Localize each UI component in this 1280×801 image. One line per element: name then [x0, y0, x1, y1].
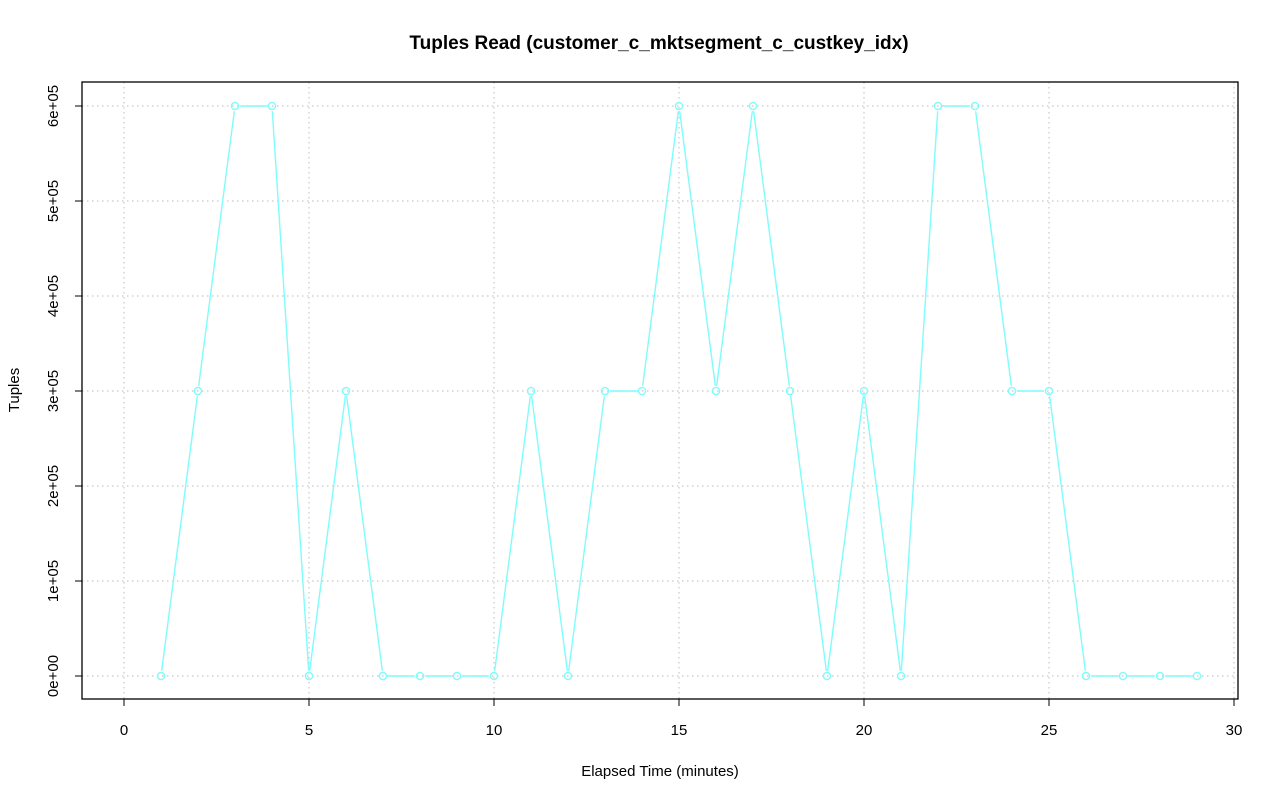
data-point [193, 386, 203, 396]
data-point [341, 386, 351, 396]
y-tick-label: 4e+05 [45, 275, 62, 317]
series-line-segment [678, 111, 717, 386]
data-point [489, 671, 499, 681]
data-point [785, 386, 795, 396]
x-axis: 0 5 10 15 20 25 30 [120, 698, 1243, 739]
data-point [1007, 386, 1017, 396]
data-point [452, 671, 462, 681]
series-line-segment [530, 396, 569, 671]
series-line-segment [752, 111, 791, 386]
data-point [600, 386, 610, 396]
series-line-segment [197, 111, 236, 386]
data-point [156, 671, 166, 681]
y-tick-label: 6e+05 [45, 85, 62, 127]
series-line-segment [1048, 396, 1087, 671]
data-point [933, 101, 943, 111]
x-tick-label: 20 [856, 722, 873, 739]
data-point [674, 101, 684, 111]
x-tick-label: 5 [305, 722, 313, 739]
data-point [563, 671, 573, 681]
x-tick-label: 25 [1041, 722, 1058, 739]
series-line-segment [863, 396, 902, 671]
data-point [970, 101, 980, 111]
data-point [526, 386, 536, 396]
data-point [748, 101, 758, 111]
x-axis-label: Elapsed Time (minutes) [581, 763, 739, 780]
data-point [1118, 671, 1128, 681]
data-point [637, 386, 647, 396]
series-line-segment [271, 111, 310, 671]
data-point [859, 386, 869, 396]
data-point [304, 671, 314, 681]
series-line-segment [715, 111, 754, 386]
x-tick-label: 10 [486, 722, 503, 739]
series-line-segment [567, 396, 606, 671]
data-point [896, 671, 906, 681]
x-tick-label: 0 [120, 722, 128, 739]
grid [82, 82, 1238, 699]
series-line-segment [826, 396, 865, 671]
data-point [415, 671, 425, 681]
y-tick-label: 5e+05 [45, 180, 62, 222]
data-point [267, 101, 277, 111]
data-point [822, 671, 832, 681]
y-tick-label: 2e+05 [45, 465, 62, 507]
y-axis: 0e+00 1e+05 2e+05 3e+05 4e+05 5e+05 6e+05 [45, 85, 83, 697]
series-layer [156, 101, 1202, 681]
data-point [230, 101, 240, 111]
series-line-segment [641, 111, 680, 386]
series-line-segment [789, 396, 828, 671]
series-line-segment [308, 396, 347, 671]
y-tick-label: 1e+05 [45, 560, 62, 602]
y-axis-label: Tuples [6, 368, 23, 412]
series-line-segment [160, 396, 199, 671]
data-point [1192, 671, 1202, 681]
series-line-segment [974, 111, 1013, 386]
series-line-segment [345, 396, 384, 671]
data-point [1081, 671, 1091, 681]
x-tick-label: 15 [671, 722, 688, 739]
data-point [1155, 671, 1165, 681]
series-line-segment [493, 396, 532, 671]
y-tick-label: 0e+00 [45, 655, 62, 697]
data-point [711, 386, 721, 396]
plot-frame [81, 81, 1239, 700]
x-tick-label: 30 [1226, 722, 1243, 739]
chart-title: Tuples Read (customer_c_mktsegment_c_cus… [409, 33, 908, 54]
series-line-segment [900, 111, 939, 671]
data-point [1044, 386, 1054, 396]
y-tick-label: 3e+05 [45, 370, 62, 412]
data-point [378, 671, 388, 681]
